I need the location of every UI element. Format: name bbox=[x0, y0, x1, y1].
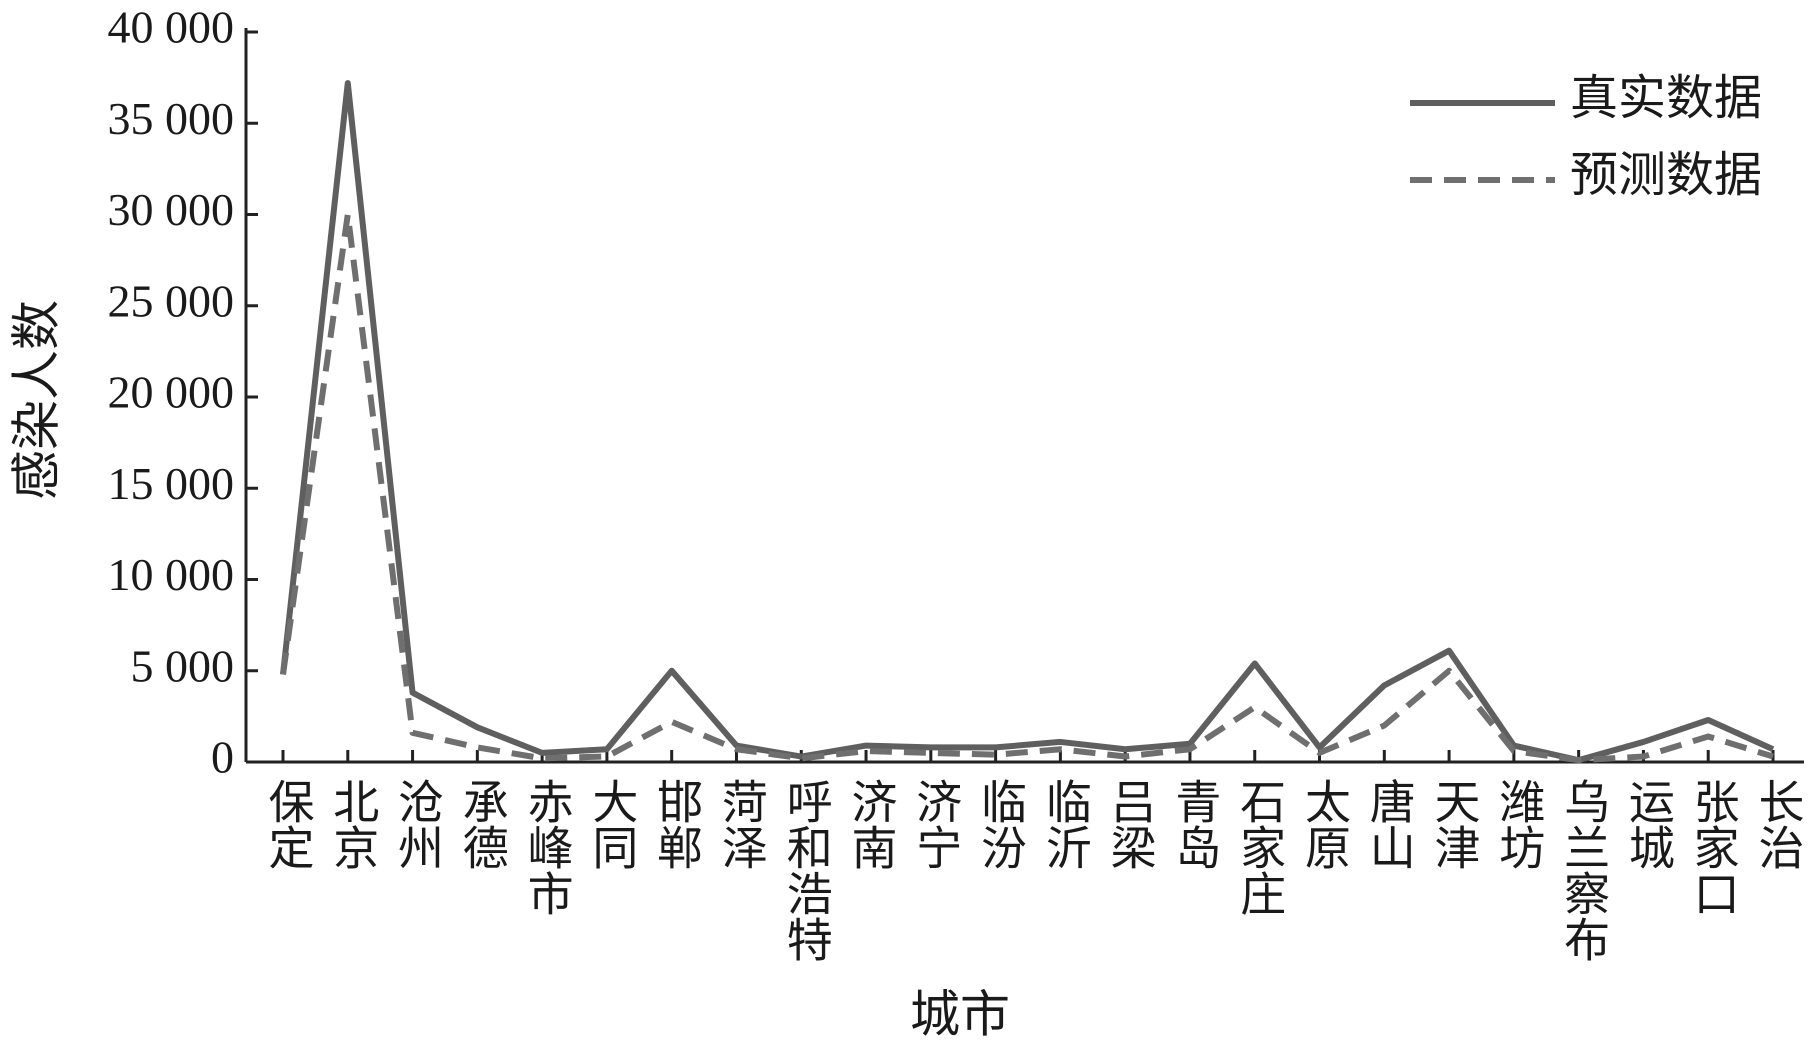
legend-label: 真实数据 bbox=[1570, 72, 1762, 125]
y-tick-label: 10 000 bbox=[108, 549, 235, 600]
x-tick-label: 邯郸 bbox=[651, 778, 702, 870]
data-line bbox=[280, 211, 1774, 764]
legend-label: 预测数据 bbox=[1570, 149, 1762, 202]
x-tick-label: 临沂 bbox=[1040, 778, 1091, 870]
y-tick-label: 5 000 bbox=[131, 640, 235, 691]
x-tick-label: 赤峰市 bbox=[522, 778, 573, 916]
x-tick-label: 沧州 bbox=[392, 778, 443, 870]
x-tick-label: 吕梁 bbox=[1105, 778, 1156, 870]
x-tick-label: 太原 bbox=[1299, 778, 1350, 870]
x-tick-label: 济南 bbox=[845, 778, 896, 870]
y-tick-label: 35 000 bbox=[108, 93, 235, 144]
x-tick-label: 承德 bbox=[457, 778, 508, 870]
x-tick-label: 呼和浩特 bbox=[781, 778, 832, 962]
y-tick-label: 40 000 bbox=[108, 2, 235, 53]
y-tick-label: 20 000 bbox=[108, 367, 235, 418]
x-tick-label: 青岛 bbox=[1169, 778, 1220, 870]
x-tick-label: 济宁 bbox=[910, 778, 961, 870]
x-tick-label: 天津 bbox=[1429, 778, 1480, 870]
x-tick-label: 临汾 bbox=[975, 778, 1026, 870]
x-axis-label: 城市 bbox=[910, 986, 1010, 1042]
x-tick-label: 唐山 bbox=[1364, 778, 1415, 870]
x-tick-label: 大同 bbox=[586, 778, 637, 870]
x-tick-label: 石家庄 bbox=[1234, 778, 1285, 916]
y-tick-label: 15 000 bbox=[108, 458, 235, 509]
x-tick-label: 张家口 bbox=[1688, 778, 1739, 916]
y-tick-label: 0 bbox=[211, 732, 234, 783]
x-tick-label: 北京 bbox=[327, 778, 378, 870]
x-tick-label: 运城 bbox=[1623, 778, 1674, 870]
y-tick-label: 30 000 bbox=[108, 184, 235, 235]
x-tick-label: 长治 bbox=[1752, 778, 1803, 870]
x-tick-label: 保定 bbox=[262, 778, 313, 870]
y-axis-label: 感染人数 bbox=[8, 300, 64, 500]
x-tick-label: 乌兰察布 bbox=[1558, 778, 1609, 962]
y-tick-label: 25 000 bbox=[108, 275, 235, 326]
x-tick-label: 潍坊 bbox=[1493, 778, 1544, 870]
data-line bbox=[280, 80, 1775, 764]
x-tick-label: 菏泽 bbox=[716, 778, 767, 870]
